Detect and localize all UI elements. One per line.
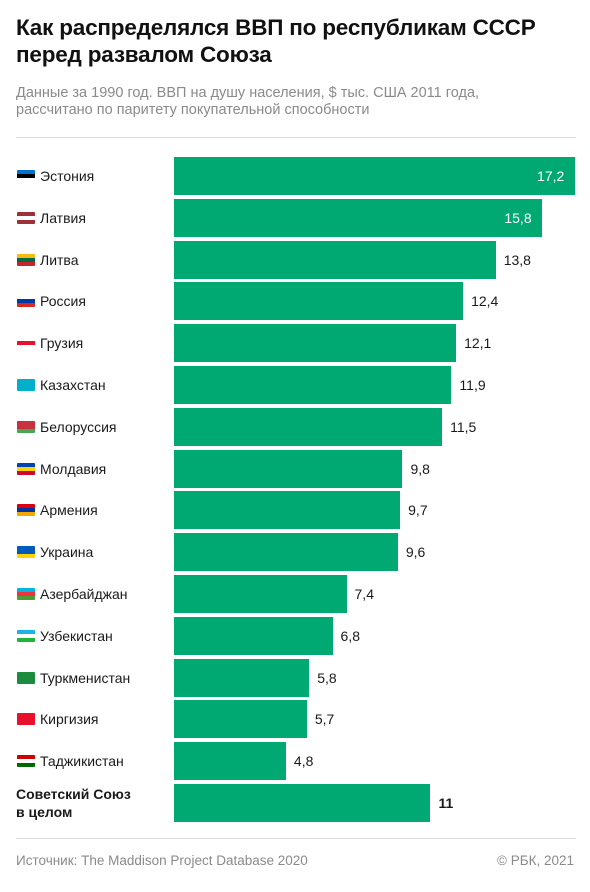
flag-icon (17, 379, 35, 391)
value-label: 11 (438, 795, 454, 811)
chart-row: Киргизия 5,7 (0, 700, 590, 739)
bar (174, 324, 457, 363)
category-label: Узбекистан (40, 627, 113, 644)
flag-icon (17, 588, 35, 600)
flag-icon (17, 211, 35, 224)
bar (174, 282, 464, 321)
category-label: Киргизия (40, 711, 99, 728)
bar (174, 533, 398, 572)
chart-row: Украина 9,6 (0, 533, 590, 572)
flag-icon (17, 253, 35, 266)
bar (174, 616, 333, 655)
source-note: Источник: The Maddison Project Database … (16, 853, 308, 868)
category-label: Эстония (40, 168, 95, 184)
category-label: Грузия (40, 335, 84, 352)
flag-icon (17, 462, 35, 475)
bar (174, 742, 286, 781)
chart-row: Молдавия 9,8 (0, 449, 590, 488)
category-label: Украина (40, 544, 94, 561)
bar (174, 700, 307, 739)
value-label: 4,8 (293, 753, 314, 770)
category-label: Латвия (40, 209, 86, 226)
bar (174, 658, 310, 697)
value-label: 12,4 (471, 293, 499, 310)
chart-row: Россия 12,4 (0, 282, 590, 321)
flag-icon (17, 671, 35, 684)
value-label: 17,2 (537, 168, 565, 184)
value-label: 12,1 (464, 335, 492, 352)
bar (174, 198, 543, 237)
category-label: Советский Союз в целом (16, 786, 131, 820)
flag-icon (17, 170, 35, 182)
category-label: Молдавия (40, 460, 107, 477)
bar (174, 449, 403, 488)
bar (174, 240, 496, 279)
flag-icon (17, 295, 35, 308)
flag-icon (17, 713, 35, 726)
chart-row: Литва 13,8 (0, 240, 590, 279)
bar (174, 366, 452, 404)
chart-row: Белоруссия 11,5 (0, 407, 590, 446)
value-label: 5,7 (314, 711, 335, 728)
value-label: 13,8 (503, 251, 531, 268)
copyright: © РБК, 2021 (497, 853, 574, 868)
chart-row: Армения 9,7 (0, 491, 590, 530)
category-label: Туркменистан (40, 669, 131, 686)
chart-row: Эстония 17,2 (0, 157, 590, 195)
value-label: 9,8 (410, 460, 430, 477)
value-label: 5,8 (317, 669, 337, 686)
bar (174, 157, 575, 195)
category-label: Таджикистан (40, 753, 124, 770)
chart-row: Узбекистан 6,8 (0, 616, 590, 655)
category-label: Белоруссия (40, 418, 117, 435)
value-label: 11,5 (450, 418, 477, 435)
category-label: Литва (40, 251, 79, 268)
bar (174, 491, 401, 530)
chart-subtitle: Данные за 1990 год. ВВП на душу населени… (16, 85, 480, 118)
category-label: Азербайджан (40, 586, 128, 602)
value-label: 15,8 (504, 209, 532, 226)
bar (174, 784, 431, 822)
chart-row: Таджикистан 4,8 (0, 742, 590, 781)
value-label: 6,8 (340, 627, 360, 644)
bottom-divider (16, 838, 576, 839)
chart-row: Казахстан 11,9 (0, 366, 590, 404)
category-label: Казахстан (40, 377, 106, 393)
category-label: Армения (40, 502, 98, 519)
flag-icon (17, 337, 35, 350)
chart-row: Латвия 15,8 (0, 198, 590, 237)
top-divider (16, 137, 576, 138)
category-label: Россия (40, 293, 86, 310)
bar (174, 407, 443, 446)
flag-icon (17, 420, 35, 433)
flag-icon (17, 755, 35, 768)
flag-icon (17, 629, 35, 642)
chart-row: Азербайджан 7,4 (0, 575, 590, 613)
value-label: 9,6 (405, 544, 426, 561)
value-label: 11,9 (459, 377, 486, 393)
chart-title: Как распределялся ВВП по республикам ССС… (16, 15, 536, 67)
flag-icon (17, 504, 35, 517)
bar (174, 575, 347, 613)
chart-row-total: Советский Союз в целом 11 (0, 784, 590, 822)
chart-row: Грузия 12,1 (0, 324, 590, 363)
flag-icon (17, 546, 35, 559)
chart-row: Туркменистан 5,8 (0, 658, 590, 697)
value-label: 7,4 (354, 586, 374, 602)
value-label: 9,7 (408, 502, 428, 519)
